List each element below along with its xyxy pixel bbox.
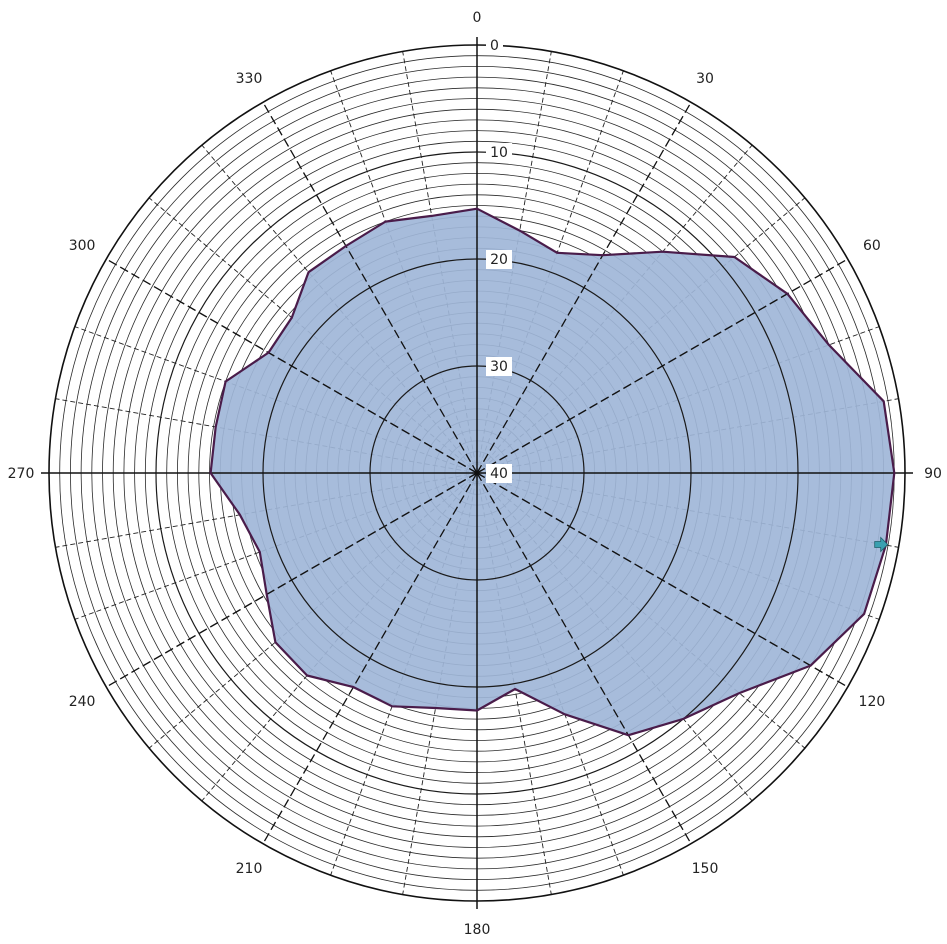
major-spoke (476, 102, 692, 474)
angle-tick-label: 330 (236, 71, 263, 87)
axis-labels: 0 10 20 30 40 0 30 60 90 120 150 180 210 240 270 300 330 (8, 10, 942, 938)
minor-spoke (476, 472, 624, 876)
minor-spoke (330, 70, 478, 474)
minor-spoke (55, 472, 478, 548)
major-spoke (476, 472, 692, 844)
angle-tick-label: 30 (696, 71, 714, 87)
angle-tick-label: 90 (924, 466, 942, 482)
minor-spoke (201, 472, 478, 802)
minor-spoke (476, 51, 552, 474)
minor-spoke (476, 197, 806, 474)
angle-tick-label: 120 (859, 694, 886, 710)
radial-tick-label: 10 (490, 145, 508, 161)
arrow-marker-icon (874, 536, 889, 553)
angle-tick-label: 240 (69, 694, 96, 710)
angle-tick-label: 180 (464, 922, 491, 938)
angle-tick-label: 0 (473, 10, 482, 26)
data-area-layer (210, 208, 895, 736)
minor-spoke (476, 472, 806, 749)
radial-tick-label-bg (486, 357, 512, 376)
angle-tick-label: 210 (236, 861, 263, 877)
major-spoke (262, 102, 478, 474)
radial-tick-label-bg (486, 464, 512, 483)
major-spoke (476, 472, 848, 688)
data-outline (209, 207, 896, 737)
radial-tick-label: 0 (490, 38, 499, 54)
minor-spoke (148, 197, 478, 474)
minor-spoke (402, 51, 478, 474)
major-spoke (262, 472, 478, 844)
angle-tick-label: 60 (863, 238, 881, 254)
radial-tick-label-bg (486, 250, 512, 269)
angle-tick-label: 300 (69, 238, 96, 254)
angle-tick-label: 150 (692, 861, 719, 877)
minor-spoke (402, 472, 478, 895)
minor-spoke (148, 472, 478, 749)
radial-tick-label: 40 (490, 466, 508, 482)
minor-spoke (55, 398, 478, 474)
radial-tick-label: 20 (490, 252, 508, 268)
radial-tick-label-bg (486, 36, 503, 55)
major-spoke (476, 258, 848, 474)
major-grid (41, 37, 913, 909)
angle-tick-label: 270 (8, 466, 35, 482)
minor-spoke (74, 326, 478, 474)
minor-spoke (476, 472, 753, 802)
radial-tick-label: 30 (490, 359, 508, 375)
minor-spoke (74, 472, 478, 620)
minor-spoke (476, 144, 753, 474)
outer-ring (48, 44, 906, 902)
data-area (210, 208, 895, 736)
minor-spoke (476, 472, 552, 895)
major-spoke (106, 472, 478, 688)
radial-tick-label-bg (486, 143, 512, 162)
minor-spoke (476, 70, 624, 474)
minor-spoke (201, 144, 478, 474)
minor-spoke (330, 472, 478, 876)
major-spoke (106, 258, 478, 474)
